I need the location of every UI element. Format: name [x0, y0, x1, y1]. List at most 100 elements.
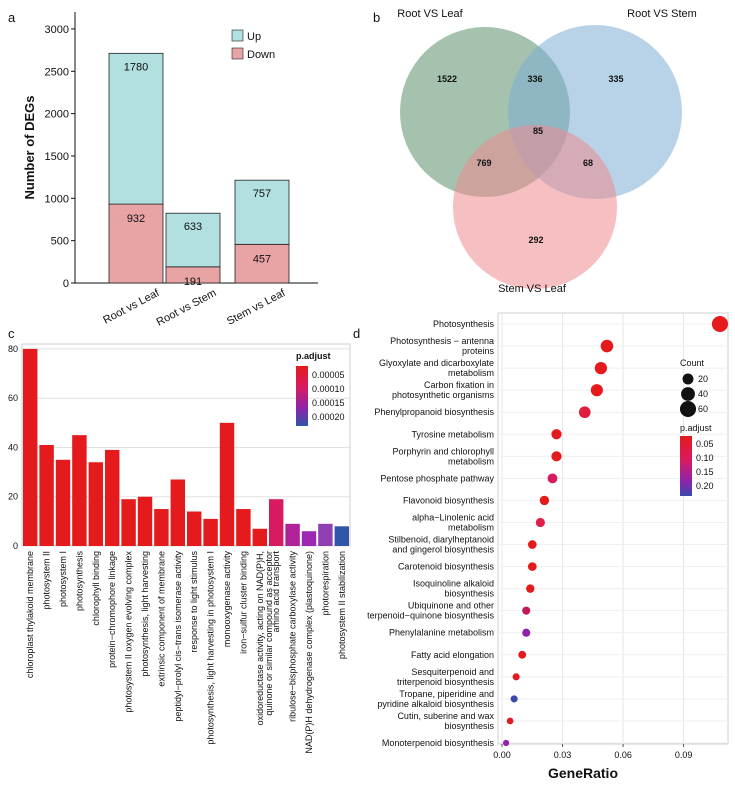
d-x-tick-label: 0.06: [614, 750, 632, 760]
b-region-count: 769: [476, 158, 491, 168]
d-y-tick-label: Photosynthesis: [433, 319, 495, 329]
d-y-tick-label: Flavonoid biosynthesis: [403, 495, 495, 505]
d-size-legend-label: 60: [698, 404, 708, 414]
d-y-tick-label: Fatty acid elongation: [411, 650, 494, 660]
c-legend-tick-label: 0.00020: [312, 412, 345, 422]
b-region-count: 292: [528, 235, 543, 245]
c-x-tick-label: photosystem II: [42, 551, 52, 610]
d-dot: [512, 673, 520, 681]
d-y-tick-label: and gingerol biosynthesis: [392, 545, 494, 555]
c-x-tick-label: photosynthesis: [74, 551, 84, 612]
a-bar-up: [165, 212, 221, 268]
d-dot: [590, 384, 603, 397]
a-y-axis-title: Number of DEGs: [22, 95, 37, 199]
c-bar: [318, 523, 333, 546]
d-y-tick-label: Carbon fixation in: [424, 380, 494, 390]
c-x-tick-label: photorespiration: [320, 551, 330, 616]
d-dot: [510, 695, 518, 703]
c-legend-tick-label: 0.00015: [312, 398, 345, 408]
c-x-tick-label: photosystem II stabilization: [337, 551, 347, 659]
panel-label-c: c: [8, 326, 15, 341]
a-data-label-down: 191: [184, 276, 202, 288]
b-set-label: Root VS Stem: [627, 8, 697, 20]
d-y-tick-label: Sesquiterpenoid and: [411, 667, 494, 677]
panel-b-venn-diagram: Root VS Leaf Root VS Stem Stem VS Leaf 1522…: [397, 8, 697, 295]
a-bar-down: [108, 203, 164, 284]
d-dot: [551, 451, 562, 462]
d-dot: [527, 562, 537, 571]
d-size-legend-label: 40: [698, 389, 708, 399]
a-legend-label-up: Up: [247, 31, 261, 43]
d-x-axis-title: GeneRatio: [548, 765, 618, 781]
c-legend-tick-label: 0.00005: [312, 370, 345, 380]
d-y-tick-label: pyridine alkaloid biosynthesis: [377, 699, 494, 709]
d-dot: [600, 339, 614, 353]
panel-c-go-bar-chart: 0 20 40 60 80 chloroplast thylakoid membrane p…: [8, 343, 351, 754]
c-x-tick-label: oxidoreductase activity, acting on NAD(P…: [255, 551, 265, 725]
c-legend-title: p.adjust: [296, 351, 331, 361]
d-dot: [522, 606, 531, 615]
d-dot: [526, 584, 535, 593]
d-y-tick-label: Stilbenoid, diarylheptanoid: [388, 535, 494, 545]
d-size-legend-dot: [679, 400, 697, 418]
c-x-tick-label: peptidyl−prolyl cis−trans isomerase acti…: [173, 551, 183, 722]
c-y-tick-label: 80: [8, 344, 18, 354]
d-color-legend-tick-label: 0.05: [696, 439, 714, 449]
c-bar: [39, 445, 54, 546]
d-y-tick-label: Glyoxylate and dicarboxylate: [379, 358, 494, 368]
d-dot: [502, 739, 510, 747]
a-y-tick-label: 0: [63, 278, 69, 290]
c-x-tick-label: quinone or similar compound as acceptor: [264, 551, 274, 716]
d-color-legend-tick-label: 0.15: [696, 467, 714, 477]
c-x-tick-label: photosystem I: [58, 551, 68, 607]
d-y-tick-label: metabolism: [448, 456, 494, 466]
b-region-count: 85: [533, 126, 543, 136]
a-y-tick-label: 1500: [45, 151, 69, 163]
c-x-tick-label: extrinsic component of membrane: [156, 551, 166, 687]
a-data-label-down: 457: [253, 253, 271, 265]
d-y-tick-label: terpenoid−quinone biosynthesis: [367, 611, 494, 621]
c-bar: [137, 496, 153, 546]
d-y-tick-label: metabolism: [448, 522, 494, 532]
a-y-tick-label: 2500: [45, 66, 69, 78]
d-x-tick-label: 0.00: [493, 750, 511, 760]
d-y-tick-label: Tyrosine metabolism: [411, 429, 494, 439]
b-region-count: 68: [583, 158, 593, 168]
b-set-label: Stem VS Leaf: [498, 283, 567, 295]
a-data-label-up: 633: [184, 221, 202, 233]
d-y-tick-label: Isoquinoline alkaloid: [413, 579, 494, 589]
b-set-label: Root VS Leaf: [397, 8, 463, 20]
c-bar: [236, 509, 251, 546]
panel-d-kegg-dot-plot: 0.00 0.03 0.06 0.09 GeneRatio Photosynthesis P…: [367, 312, 729, 781]
panel-label-a: a: [8, 10, 16, 25]
c-x-tick-label: iron−sulfur cluster binding: [238, 551, 248, 654]
c-bar: [219, 422, 235, 546]
c-bar: [55, 459, 71, 546]
d-size-legend-dot: [682, 373, 694, 385]
d-dot: [594, 361, 608, 375]
c-bar: [252, 528, 268, 546]
a-data-label-up: 1780: [124, 61, 148, 73]
d-color-legend-gradient: [680, 436, 692, 496]
c-y-tick-label: 40: [8, 442, 18, 452]
a-x-tick-label: Root vs Leaf: [101, 287, 162, 327]
panel-label-d: d: [353, 326, 360, 341]
d-y-tick-label: proteins: [462, 346, 495, 356]
c-bar: [285, 523, 300, 546]
c-x-tick-label: amino acid transport: [271, 551, 281, 633]
a-bar-up: [234, 179, 290, 245]
c-y-tick-label: 60: [8, 393, 18, 403]
c-bar: [104, 449, 120, 546]
d-dot: [547, 473, 558, 484]
c-bar: [170, 479, 186, 546]
a-legend-label-down: Down: [247, 49, 275, 61]
a-y-tick-label: 500: [51, 236, 69, 248]
a-data-label-up: 757: [253, 188, 271, 200]
b-region-count: 335: [608, 74, 623, 84]
c-x-tick-label: photosystem II oxygen evolving complex: [124, 551, 134, 713]
c-bar: [72, 435, 87, 546]
d-y-tick-label: Carotenoid biosynthesis: [398, 562, 495, 572]
d-dot: [506, 717, 514, 725]
d-dot: [539, 495, 550, 506]
